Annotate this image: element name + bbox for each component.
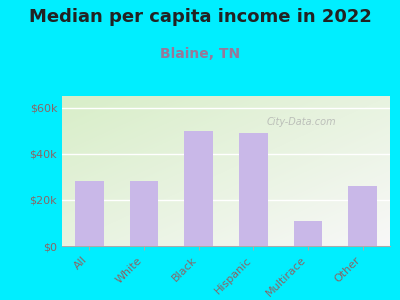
Bar — [348, 186, 377, 246]
Text: City-Data.com: City-Data.com — [267, 116, 336, 127]
Bar — [184, 130, 213, 246]
Text: Blaine, TN: Blaine, TN — [160, 46, 240, 61]
Bar — [130, 182, 158, 246]
Bar — [239, 133, 268, 246]
Bar — [75, 182, 104, 246]
Text: Median per capita income in 2022: Median per capita income in 2022 — [28, 8, 372, 26]
Bar — [294, 220, 322, 246]
